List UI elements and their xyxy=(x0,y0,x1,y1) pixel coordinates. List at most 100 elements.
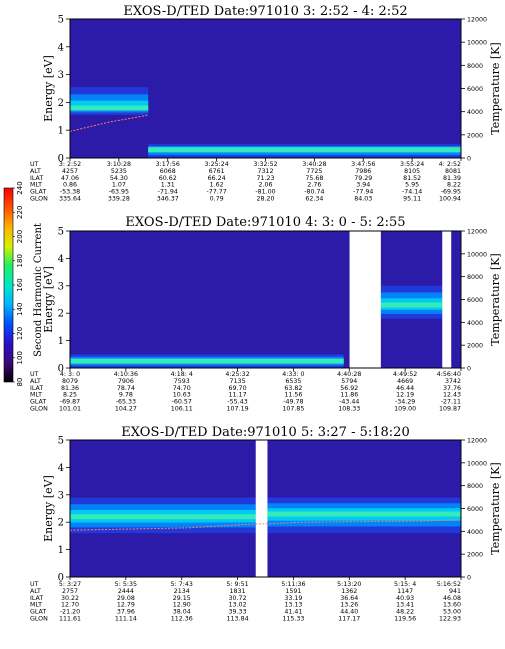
row-label: GLAT xyxy=(30,399,46,406)
row-value: 122.93 xyxy=(439,616,461,623)
y2-tick-label: 8000 xyxy=(467,274,483,281)
row-value: 5:15: 4 xyxy=(394,581,416,588)
row-value: 5:13:20 xyxy=(337,581,361,588)
row-value: 13.13 xyxy=(284,602,302,609)
row-label: ILAT xyxy=(30,175,43,182)
y-tick-label: 2 xyxy=(58,309,64,320)
row-value: -34.29 xyxy=(395,399,415,406)
row-value: 100.94 xyxy=(439,196,461,203)
row-value: 3:47:56 xyxy=(351,161,375,168)
y-tick-label: 2 xyxy=(58,98,64,109)
colorbar-tick-label: 160 xyxy=(16,278,24,291)
row-label: UT xyxy=(30,371,39,378)
spectrogram-area xyxy=(70,19,461,158)
row-value: 11.86 xyxy=(340,392,358,399)
row-value: 3:32:52 xyxy=(253,161,277,168)
temperature-trace xyxy=(70,114,149,132)
y-axis-label: Energy [eV] xyxy=(42,475,55,542)
row-value: 75.68 xyxy=(305,175,323,182)
row-value: -49.78 xyxy=(283,399,303,406)
row-value: 6068 xyxy=(160,168,176,175)
row-value: 4:33: 0 xyxy=(282,371,304,378)
row-value: -69.95 xyxy=(441,189,461,196)
row-value: 7906 xyxy=(118,378,134,385)
y-axis-label: Energy [eV] xyxy=(42,266,55,333)
row-label: ILAT xyxy=(30,595,43,602)
temperature-trace xyxy=(70,519,461,531)
row-value: 74.70 xyxy=(173,385,191,392)
row-value: 11.56 xyxy=(284,392,302,399)
y2-tick-label: 0 xyxy=(467,575,471,582)
row-value: 109.00 xyxy=(394,406,416,413)
row-value: -81.00 xyxy=(255,189,275,196)
row-value: 71.23 xyxy=(256,175,274,182)
row-label: ALT xyxy=(30,588,41,595)
row-value: -71.94 xyxy=(158,189,178,196)
row-value: 5:11:36 xyxy=(281,581,305,588)
row-value: 2134 xyxy=(174,588,190,595)
row-value: -80.74 xyxy=(304,189,324,196)
row-label: GLAT xyxy=(30,189,46,196)
y2-tick-label: 4000 xyxy=(467,529,483,536)
row-value: 1362 xyxy=(341,588,357,595)
row-value: 56.92 xyxy=(340,385,358,392)
energy-band xyxy=(70,358,344,364)
row-value: 106.11 xyxy=(171,406,193,413)
row-value: 60.62 xyxy=(159,175,177,182)
row-value: 5:16:52 xyxy=(437,581,461,588)
row-value: 7986 xyxy=(355,168,371,175)
y-tick-label: 4 xyxy=(58,463,64,474)
row-value: 13.26 xyxy=(340,602,358,609)
row-value: 2.06 xyxy=(258,182,272,189)
energy-band xyxy=(267,511,461,517)
panel-2: EXOS-D/TED Date:971010 4: 3: 0 - 5: 2:55… xyxy=(30,215,502,413)
y2-tick-label: 4000 xyxy=(467,320,483,327)
row-value: 4:56:40 xyxy=(437,371,461,378)
row-value: 107.85 xyxy=(282,406,304,413)
row-value: 339.28 xyxy=(108,196,130,203)
row-value: 81.39 xyxy=(443,175,461,182)
row-value: 115.33 xyxy=(282,616,304,623)
y-tick-label: 2 xyxy=(58,518,64,529)
y2-tick-label: 2000 xyxy=(467,343,483,350)
row-value: 12.43 xyxy=(443,392,461,399)
row-label: ILAT xyxy=(30,385,43,392)
row-value: 12.70 xyxy=(61,602,79,609)
row-value: 4:40:28 xyxy=(337,371,361,378)
row-value: 113.84 xyxy=(227,616,249,623)
y2-tick-label: 8000 xyxy=(467,483,483,490)
y-tick-label: 1 xyxy=(58,545,64,556)
y2-tick-label: 2000 xyxy=(467,552,483,559)
y2-axis-label: Temperature [K] xyxy=(489,462,502,554)
row-value: 46.44 xyxy=(396,385,414,392)
row-value: 78.74 xyxy=(117,385,135,392)
y-tick-label: 3 xyxy=(58,281,64,292)
y-tick-label: 1 xyxy=(58,336,64,347)
row-value: -53.38 xyxy=(60,189,80,196)
row-value: -60.57 xyxy=(172,399,192,406)
row-label: ALT xyxy=(30,378,41,385)
row-value: 66.24 xyxy=(208,175,226,182)
row-value: 46.08 xyxy=(443,595,461,602)
row-value: 107.19 xyxy=(227,406,249,413)
energy-band xyxy=(148,147,461,153)
row-value: 39.33 xyxy=(229,609,247,616)
y-tick-label: 3 xyxy=(58,70,64,81)
row-value: 38.04 xyxy=(173,609,191,616)
energy-band xyxy=(70,105,149,111)
colorbar-tick-label: 80 xyxy=(16,378,24,387)
row-value: 30.72 xyxy=(229,595,247,602)
y2-tick-label: 2000 xyxy=(467,132,483,139)
row-value: 81.36 xyxy=(61,385,79,392)
colorbar-tick-label: 200 xyxy=(16,230,24,243)
row-value: 5: 5:35 xyxy=(115,581,137,588)
y-tick-label: 5 xyxy=(58,436,64,447)
row-value: 3:25:24 xyxy=(204,161,228,168)
row-value: -21.20 xyxy=(60,609,80,616)
row-value: 13.41 xyxy=(396,602,414,609)
y2-tick-label: 0 xyxy=(467,366,471,373)
spectrogram-area xyxy=(70,231,461,368)
panel-title: EXOS-D/TED Date:971010 5: 3:27 - 5:18:20 xyxy=(121,425,409,440)
colorbar-tick-label: 100 xyxy=(16,351,24,364)
